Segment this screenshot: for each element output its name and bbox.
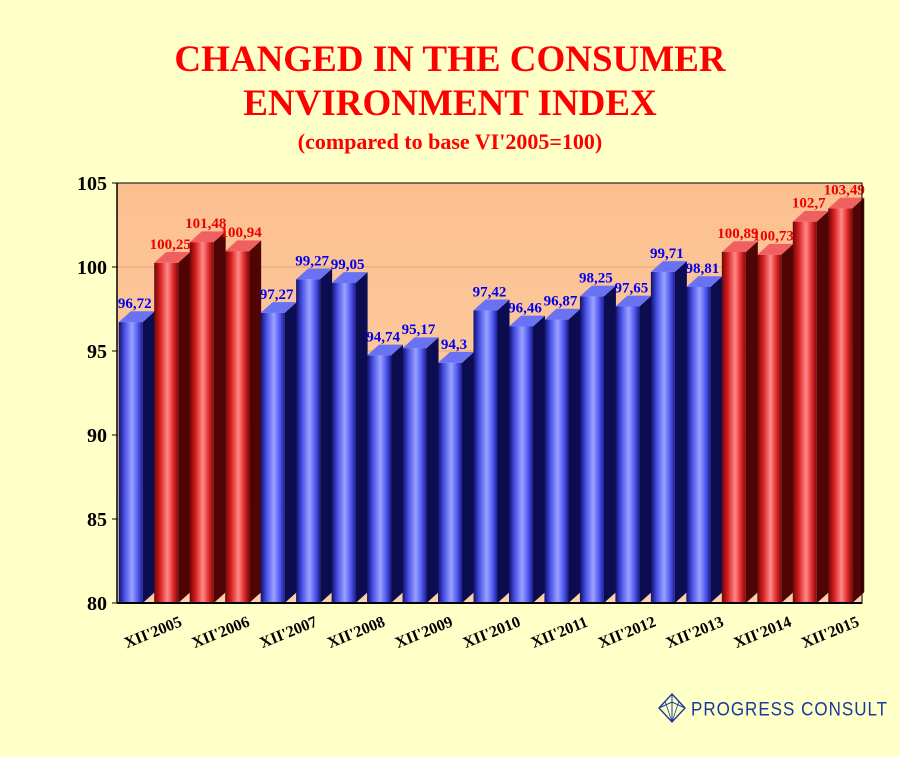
- bar-9: [402, 337, 439, 603]
- x-tick-label: XII'2015: [799, 614, 861, 652]
- bar-value-label: 96,87: [544, 294, 578, 310]
- bar-10: [438, 351, 475, 603]
- bar-value-label: 97,65: [615, 280, 649, 296]
- bar-value-label: 94,3: [441, 337, 467, 353]
- bar-value-label: 96,46: [508, 300, 542, 316]
- bar-value-label: 99,71: [650, 246, 684, 262]
- logo-text: PROGRESS CONSULT: [691, 698, 889, 720]
- bar-value-label: 100,89: [717, 226, 758, 242]
- chart-title-line-2: ENVIRONMENT INDEX: [243, 83, 657, 124]
- bar-13: [544, 308, 581, 603]
- x-tick-label: XII'2013: [664, 614, 726, 652]
- bar-value-label: 98,25: [579, 270, 613, 286]
- bar-value-label: 99,05: [331, 257, 365, 273]
- chart-title-block: CHANGED IN THE CONSUMER ENVIRONMENT INDE…: [0, 38, 900, 156]
- bar-value-label: 97,27: [260, 287, 294, 303]
- bar-value-label: 97,42: [473, 284, 507, 300]
- bar-value-label: 102,7: [792, 196, 826, 212]
- y-tick-label: 90: [87, 425, 107, 447]
- progress-consult-logo: PROGRESS CONSULT: [657, 692, 887, 724]
- x-tick-label: XII'2006: [190, 614, 252, 652]
- bar-6: [296, 268, 333, 603]
- bar-3: [189, 231, 226, 604]
- x-tick-label: XII'2010: [461, 614, 523, 652]
- bar-value-label: 100,94: [221, 225, 263, 241]
- bar-value-label: 100,73: [753, 229, 794, 245]
- bar-14: [579, 285, 616, 603]
- bar-value-label: 103,49: [824, 182, 865, 198]
- bar-value-label: 100,25: [150, 237, 191, 253]
- bar-2: [154, 252, 191, 603]
- y-tick-label: 100: [77, 257, 107, 279]
- bar-5: [260, 302, 297, 603]
- chart-subtitle: (compared to base VI'2005=100): [297, 129, 603, 154]
- bar-value-label: 96,72: [118, 296, 152, 312]
- bar-19: [757, 243, 794, 603]
- bar-value-label: 95,17: [402, 322, 436, 338]
- bar-value-label: 99,27: [295, 253, 329, 269]
- x-tick-label: XII'2011: [529, 614, 591, 652]
- bar-value-label: 98,81: [685, 261, 719, 277]
- chart-title-line-1: CHANGED IN THE CONSUMER: [174, 39, 726, 80]
- bar-8: [367, 344, 404, 603]
- bar-18: [721, 241, 758, 604]
- bar-value-label: 101,48: [185, 216, 226, 232]
- bar-7: [331, 272, 368, 603]
- y-tick-label: 80: [87, 593, 107, 615]
- bar-11: [473, 299, 510, 603]
- y-tick-label: 105: [77, 173, 107, 195]
- plot-border: [116, 182, 863, 604]
- diamond-logo-icon: [658, 692, 686, 724]
- bar-16: [650, 261, 687, 603]
- bar-20: [792, 210, 829, 603]
- x-tick-label: XII'2012: [596, 614, 658, 652]
- x-tick-label: XII'2007: [257, 614, 319, 652]
- bar-1: [118, 311, 155, 603]
- x-tick-label: XII'2008: [325, 614, 387, 652]
- y-tick-label: 85: [87, 509, 107, 531]
- x-tick-label: XII'2005: [122, 614, 184, 652]
- bar-12: [508, 315, 545, 603]
- y-tick-label: 95: [87, 341, 107, 363]
- bar-15: [615, 295, 652, 603]
- bar-4: [225, 240, 262, 603]
- bar-value-label: 94,74: [366, 329, 400, 345]
- bar-21: [828, 197, 865, 604]
- x-tick-label: XII'2009: [393, 614, 455, 652]
- x-tick-label: XII'2014: [732, 614, 794, 652]
- bar-17: [686, 276, 723, 603]
